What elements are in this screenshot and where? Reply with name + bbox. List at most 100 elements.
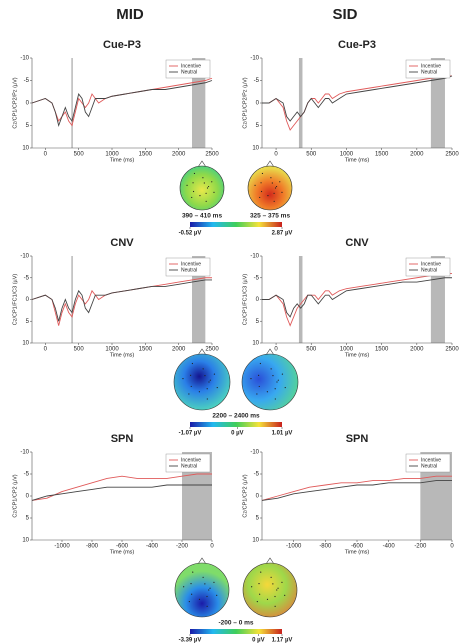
x-axis-label: Time (ms) [110, 549, 135, 555]
x-axis-label: Time (ms) [345, 549, 370, 555]
y-tick-label: 10 [22, 146, 29, 152]
y-tick-label: 0 [256, 494, 260, 500]
shaded-window [71, 256, 73, 343]
electrode [274, 595, 276, 598]
electrode [216, 386, 218, 389]
electrode [261, 172, 264, 175]
electrode [202, 177, 204, 179]
electrode [281, 191, 283, 193]
x-tick-label: 1000 [340, 152, 354, 158]
x-tick-label: -800 [319, 544, 332, 550]
x-tick-label: 1000 [105, 347, 119, 353]
electrode [188, 393, 190, 395]
legend-label: Neutral [181, 69, 197, 75]
electrode [267, 195, 269, 197]
y-tick-label: 5 [256, 516, 260, 522]
x-tick-label: 1500 [375, 347, 389, 353]
x-tick-label: 500 [306, 347, 317, 353]
legend-label: Incentive [181, 63, 201, 69]
y-tick-label: -5 [254, 472, 260, 478]
legend-box [405, 453, 451, 473]
legend-label: Neutral [421, 463, 437, 469]
electrode [270, 177, 272, 179]
y-axis-label: Cz/CP1/CP2 (µV) [12, 474, 18, 517]
electrode [208, 589, 210, 591]
time-window-label: 325 – 375 ms [250, 213, 291, 220]
series-line [31, 484, 212, 501]
electrode [260, 182, 262, 184]
legend-box [165, 257, 211, 277]
colorbar-label: -1.07 µV [179, 431, 202, 437]
electrode [284, 386, 286, 389]
electrode [274, 398, 276, 400]
time-window-label: 390 – 410 ms [182, 213, 223, 220]
x-tick-label: -600 [351, 544, 364, 550]
electrode [259, 362, 261, 365]
electrode [191, 593, 193, 595]
legend-label: Neutral [421, 69, 437, 75]
electrode [198, 598, 201, 600]
x-tick-label: 0 [44, 152, 48, 158]
series-line [262, 277, 452, 318]
electrode [209, 587, 211, 589]
y-tick-label: -10 [20, 56, 29, 62]
colorbar-label: 0 µV [231, 431, 243, 437]
electrode [270, 368, 272, 370]
shaded-window [192, 256, 206, 343]
shaded-window [430, 58, 445, 148]
colorbar-label: -0.52 µV [179, 231, 202, 237]
y-tick-label: 0 [256, 297, 260, 303]
y-tick-label: 5 [26, 516, 30, 522]
colorbar-label: 2.87 µV [272, 231, 293, 237]
series-line [262, 272, 452, 327]
electrode [260, 190, 263, 193]
chart-title: Cue-P3 [338, 39, 376, 51]
x-tick-label: 0 [450, 544, 454, 550]
electrode [209, 379, 211, 381]
x-tick-label: -400 [146, 544, 159, 550]
y-tick-label: -10 [20, 254, 29, 260]
legend-box [405, 59, 451, 79]
electrode [190, 374, 192, 376]
head-nose [197, 557, 207, 565]
electrode [198, 391, 200, 393]
x-tick-label: 500 [306, 152, 317, 158]
legend-label: Incentive [421, 457, 441, 463]
electrode [251, 586, 253, 588]
electrode [183, 586, 185, 588]
electrode [274, 605, 276, 607]
column-header: SID [332, 6, 357, 23]
series-line [261, 475, 452, 501]
electrode [213, 373, 216, 375]
x-tick-label: 2500 [205, 347, 219, 353]
x-tick-label: 500 [74, 152, 85, 158]
electrode [205, 200, 207, 202]
legend-box [165, 453, 211, 473]
electrode [213, 191, 215, 193]
x-tick-label: -200 [176, 544, 189, 550]
legend-label: Incentive [421, 261, 441, 267]
x-tick-label: 1000 [105, 152, 119, 158]
electrode [192, 182, 194, 184]
y-tick-label: -10 [250, 450, 259, 456]
head-nose [265, 557, 275, 565]
y-tick-label: -5 [24, 472, 30, 478]
x-tick-label: -200 [414, 544, 427, 550]
x-tick-label: -800 [86, 544, 99, 550]
legend-label: Incentive [181, 457, 201, 463]
series-line [31, 77, 213, 127]
x-tick-label: 1500 [375, 152, 389, 158]
electrode [275, 185, 278, 188]
electrode [258, 374, 260, 376]
electrode [206, 398, 208, 400]
y-tick-label: -10 [250, 56, 259, 62]
electrode [250, 378, 252, 380]
y-tick-label: 10 [22, 538, 29, 544]
x-tick-label: 500 [74, 347, 85, 353]
x-tick-label: 2000 [172, 347, 186, 353]
electrode [193, 172, 196, 175]
electrode [186, 184, 188, 186]
electrode [281, 373, 284, 375]
electrode [273, 192, 275, 194]
electrode [281, 581, 283, 583]
